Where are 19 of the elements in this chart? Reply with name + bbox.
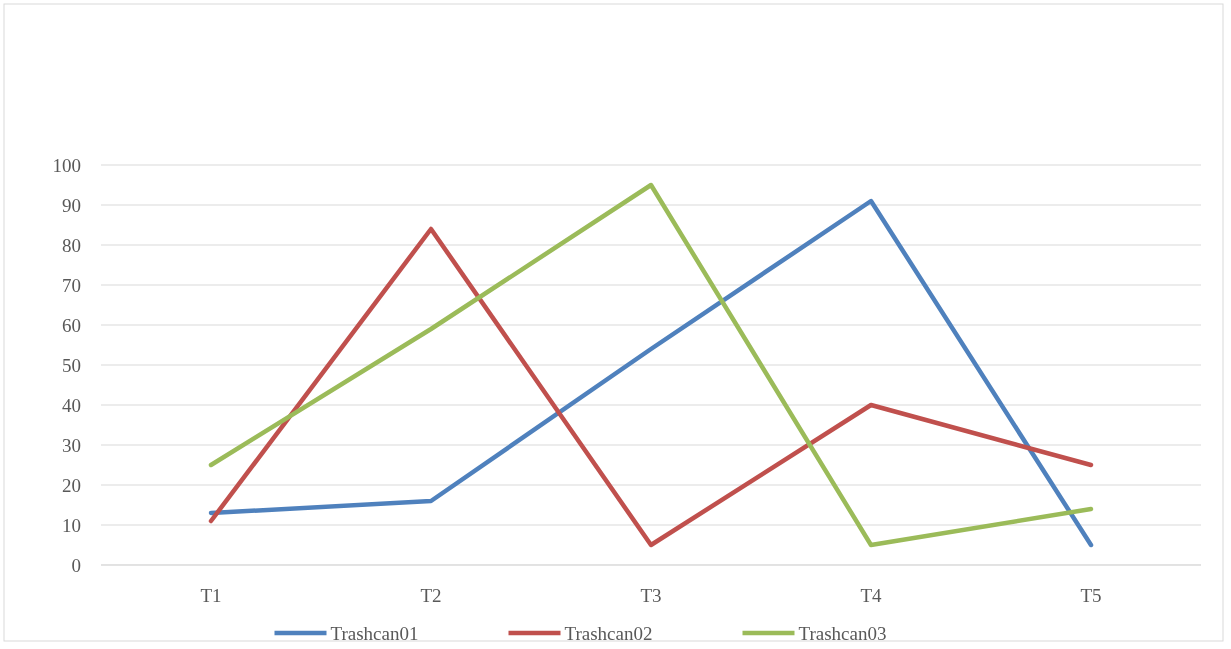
x-tick-label: T3 (640, 584, 662, 606)
legend-label: Trashcan02 (564, 622, 653, 644)
y-tick-label: 80 (62, 234, 81, 256)
x-tick-label: T4 (860, 584, 883, 606)
y-tick-label: 20 (62, 474, 81, 496)
y-tick-label: 60 (62, 314, 81, 336)
legend-label: Trashcan03 (798, 622, 887, 644)
x-tick-label: T2 (420, 584, 442, 606)
x-tick-label: T1 (200, 584, 222, 606)
legend-label: Trashcan01 (330, 622, 419, 644)
x-tick-label: T5 (1080, 584, 1102, 606)
y-tick-label: 10 (62, 514, 81, 536)
y-tick-label: 40 (62, 394, 81, 416)
y-tick-label: 30 (62, 434, 81, 456)
y-tick-label: 70 (62, 274, 81, 296)
y-tick-label: 100 (52, 154, 81, 176)
y-tick-label: 90 (62, 194, 81, 216)
y-tick-label: 0 (71, 554, 81, 576)
y-tick-label: 50 (62, 354, 81, 376)
